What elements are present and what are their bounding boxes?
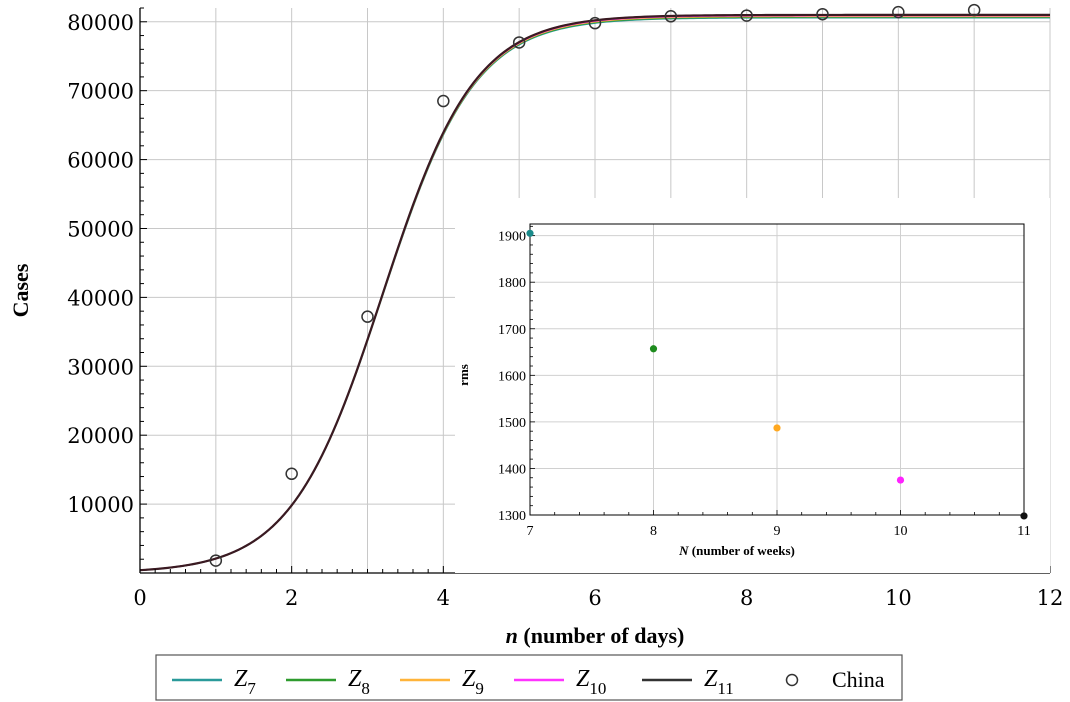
rms-point (773, 424, 781, 432)
inset-y-tick-label: 1500 (498, 416, 526, 431)
main-x-tick-label: 0 (133, 586, 146, 610)
legend-label-base: Z (704, 666, 718, 692)
inset-y-tick-label: 1800 (498, 276, 526, 291)
legend-label-subscript: 9 (475, 679, 484, 698)
main-y-axis-label: Cases (8, 263, 33, 317)
rms-point (526, 229, 534, 237)
inset-chart: 7 8 9 10 11 1300 1400 1500 1600 1700 1800 1900 N (n… (455, 198, 1050, 573)
legend-label-base: Z (576, 666, 590, 692)
main-y-tick-label: 60000 (67, 149, 134, 173)
china-data-point (437, 94, 450, 108)
rms-point (649, 345, 658, 353)
rms-point (1020, 512, 1028, 520)
inset-x-axis-rest: (number of weeks) (689, 543, 795, 558)
inset-x-tick-label: 10 (894, 524, 908, 539)
legend-label-subscript: 10 (589, 679, 606, 698)
china-data-point (816, 7, 829, 21)
main-x-axis-label: n (number of days) (506, 623, 685, 648)
series-line-z11-overlay (139, 13, 1050, 572)
legend-label-base: Z (348, 666, 362, 692)
main-x-axis-rest: (number of days) (518, 623, 684, 648)
inset-x-tick-label: 7 (527, 524, 534, 539)
legend-label-subscript: 8 (361, 679, 370, 698)
china-data-point (740, 9, 753, 22)
china-data-point (361, 310, 374, 323)
main-y-tick-label: 50000 (67, 217, 134, 241)
inset-y-tick-label: 1400 (498, 462, 526, 477)
china-data-point (892, 5, 905, 19)
legend-label: Z8 (348, 666, 370, 698)
china-data-point (588, 16, 602, 30)
inset-x-tick-label: 8 (650, 524, 657, 539)
main-y-tick-label: 30000 (67, 355, 134, 379)
china-data-point (664, 10, 678, 23)
inset-x-axis-label: N (number of weeks) (678, 543, 795, 558)
legend-label-base: Z (234, 666, 248, 692)
inset-axes: 7 8 9 10 11 1300 1400 1500 1600 1700 1800 1900 (498, 223, 1031, 539)
inset-y-tick-label: 1700 (498, 323, 526, 338)
inset-y-tick-label: 1600 (498, 369, 526, 384)
inset-points (526, 229, 1028, 520)
legend-label-subscript: 11 (717, 679, 733, 698)
legend-marker (785, 673, 799, 687)
main-x-tick-label: 6 (588, 586, 601, 610)
main-series (139, 3, 1050, 572)
legend-label: Z7 (234, 666, 256, 698)
main-x-tick-label: 2 (285, 586, 298, 610)
legend-label: Z10 (576, 666, 606, 698)
legend-label-subscript: 7 (247, 679, 256, 698)
main-x-tick-label: 10 (885, 586, 912, 610)
china-data-point (512, 36, 526, 49)
inset-x-tick-label: 11 (1017, 524, 1030, 539)
inset-x-tick-label: 9 (774, 524, 781, 539)
legend-box (155, 654, 903, 701)
main-y-tick-label: 40000 (67, 286, 134, 310)
main-y-tick-label: 80000 (67, 11, 134, 35)
main-y-tick-label: 20000 (67, 424, 134, 448)
legend: Z7 Z8 Z9 Z10 Z11 China (155, 654, 903, 701)
china-data-point (209, 554, 223, 567)
inset-y-axis-label: rms (456, 364, 471, 386)
legend-label: China (832, 667, 885, 692)
china-data-point (967, 3, 981, 17)
legend-label: Z11 (704, 666, 734, 698)
main-x-axis-var: n (506, 623, 518, 648)
legend-label: Z9 (462, 666, 484, 698)
china-data-point (285, 467, 298, 481)
rms-point (896, 476, 905, 484)
inset-background (455, 198, 1050, 573)
inset-y-tick-label: 1900 (498, 230, 526, 245)
main-y-tick-label: 10000 (67, 493, 134, 517)
main-x-tick-label: 4 (437, 586, 450, 610)
main-y-tick-label: 70000 (67, 80, 134, 104)
main-x-tick-label: 12 (1037, 586, 1064, 610)
inset-x-axis-var: N (678, 543, 689, 558)
legend-label-base: Z (462, 666, 476, 692)
inset-y-tick-label: 1300 (498, 509, 526, 524)
main-x-tick-label: 8 (740, 586, 753, 610)
